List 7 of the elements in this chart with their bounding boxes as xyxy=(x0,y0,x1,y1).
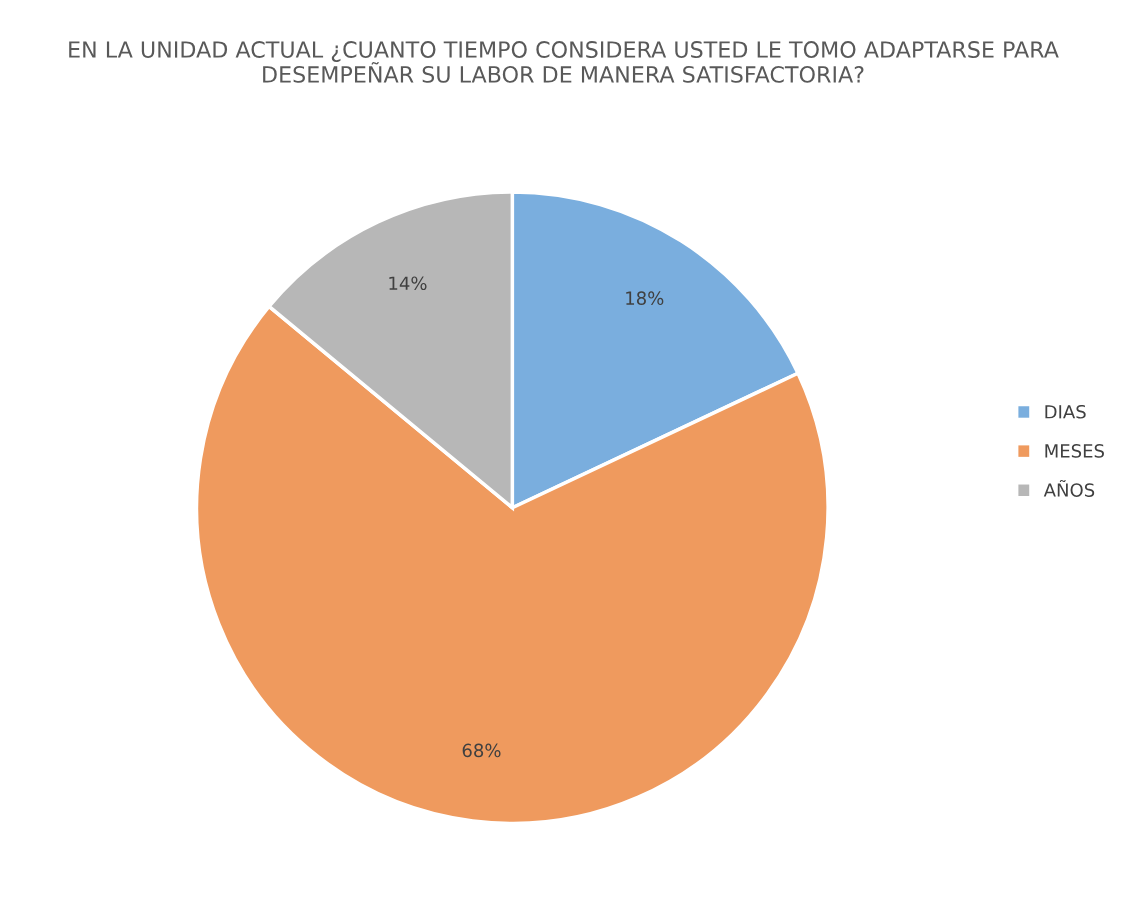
legend-label: AÑOS xyxy=(1043,480,1095,497)
legend-label: DIAS xyxy=(1045,404,1086,419)
data-label: 18% xyxy=(626,291,664,306)
data-label: 14% xyxy=(389,276,427,291)
chart-title: EN LA UNIDAD ACTUAL ¿CUANTO TIEMPO CONSIDERA USTED LE TOMO ADAPTARSE PARA DESEMPEÑAR SU LABOR DE MANERA SATISFACTORIA? xyxy=(69,41,1059,83)
legend-label: MESES xyxy=(1045,444,1104,458)
data-label: 68% xyxy=(462,743,501,758)
